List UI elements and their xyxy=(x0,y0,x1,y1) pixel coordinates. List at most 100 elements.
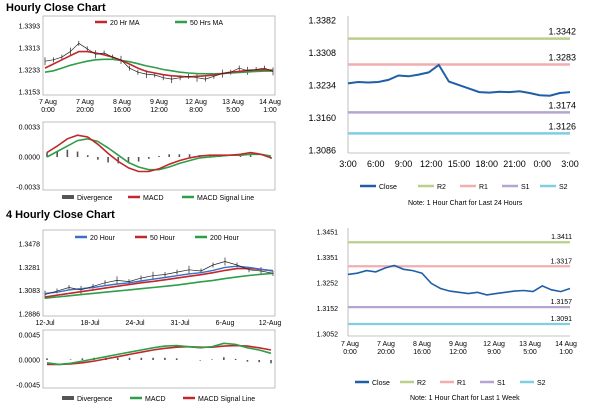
hourly-price-ytick: 1.3233 xyxy=(19,68,41,75)
hourly-legend-50ma-label: 50 Hrs MA xyxy=(190,20,223,27)
hourly-price-ytick: 1.3393 xyxy=(19,24,41,31)
hourly-legend-signal-label: MACD Signal Line xyxy=(197,195,254,202)
close1w-xtick: 7 Aug 0:00 xyxy=(341,341,359,356)
four-macd-line xyxy=(46,342,272,366)
hourly-price-xtick: 9 Aug 12:00 xyxy=(150,99,168,114)
close1w-ytick: 1.3052 xyxy=(317,332,339,339)
four-legend-50h-label: 50 Hour xyxy=(150,235,176,242)
close1w-level-label-s1: 1.3157 xyxy=(551,299,573,306)
close24-legend-close-label: Close xyxy=(379,184,397,191)
hourly-macd-ytick: 0.0000 xyxy=(19,155,41,162)
close24-xtick: 12:00 xyxy=(420,159,443,169)
hourly-chart-title: Hourly Close Chart xyxy=(6,2,106,14)
four-legend-divergence-swatch xyxy=(62,396,74,400)
four-200h-line xyxy=(44,272,274,299)
close24-level-label-s2: 1.3126 xyxy=(548,121,576,131)
hourly-macd-ytick: -0.0033 xyxy=(16,185,40,192)
hourly-price-ytick: 1.3153 xyxy=(19,90,41,97)
hourly-price-xtick: 8 Aug 16:00 xyxy=(113,99,131,114)
four-price-xtick: 31-Jul xyxy=(170,320,190,327)
close24-legend-r1-label: R1 xyxy=(479,184,488,191)
close1w-legend-r1-label: R1 xyxy=(457,380,466,387)
hourly-price-xtick: 7 Aug 20:00 xyxy=(76,99,94,114)
close24-xtick: 3:00 xyxy=(561,159,579,169)
four-signal-line xyxy=(47,344,272,366)
four-price-xtick: 24-Jul xyxy=(125,320,145,327)
close1w-legend-s2-label: S2 xyxy=(537,380,546,387)
close24-ytick: 1.3160 xyxy=(308,113,336,123)
close1w-ytick: 1.3351 xyxy=(317,255,339,262)
hourly-legend-20ma-label: 20 Hr MA xyxy=(110,20,140,27)
hourly-price-frame xyxy=(42,15,276,96)
four-price-ytick: 1.2886 xyxy=(19,312,41,319)
four-price-ytick: 1.3281 xyxy=(19,265,41,272)
four-hourly-price-frame xyxy=(42,229,276,317)
close24-xtick: 18:00 xyxy=(475,159,498,169)
close1w-level-label-r1: 1.3317 xyxy=(551,258,573,265)
close24-ytick: 1.3308 xyxy=(308,48,336,58)
four-price-line xyxy=(44,261,274,295)
close1w-ytick: 1.3451 xyxy=(317,230,339,237)
close24-ytick: 1.3382 xyxy=(308,16,336,26)
hourly-price-xtick: 7 Aug 0:00 xyxy=(39,99,57,114)
close1w-xtick: 7 Aug 20:00 xyxy=(377,341,395,356)
close24-level-label-s1: 1.3174 xyxy=(548,100,576,110)
hourly-price-xtick: 13 Aug 5:00 xyxy=(222,99,244,114)
four-20h-line xyxy=(44,265,274,295)
four-macd-ytick: 0.0000 xyxy=(19,358,41,365)
close24-close-line xyxy=(347,63,571,97)
hourly-legend-divergence-swatch xyxy=(62,195,74,199)
hourly-20ma-line xyxy=(44,50,274,78)
four-price-xtick: 18-Jul xyxy=(80,320,100,327)
four-legend-200h-label: 200 Hour xyxy=(210,235,239,242)
four-price-xtick: 6-Aug xyxy=(216,320,235,327)
close1w-xtick: 8 Aug 16:00 xyxy=(413,341,431,356)
four-macd-ytick: -0.0045 xyxy=(16,383,40,390)
hourly-price-line xyxy=(44,42,274,80)
close1w-xtick: 13 Aug 5:00 xyxy=(519,341,541,356)
close1w-legend-close-label: Close xyxy=(372,380,390,387)
close1w-xtick: 12 Aug 9:00 xyxy=(483,341,505,356)
close1w-ytick: 1.3252 xyxy=(317,280,339,287)
four-price-ytick: 1.3478 xyxy=(19,242,41,249)
hourly-50ma-line xyxy=(44,58,273,75)
hourly-legend-divergence-label: Divergence xyxy=(77,195,113,202)
hourly-price-ytick: 1.3313 xyxy=(19,46,41,53)
close24-level-label-r1: 1.3283 xyxy=(548,52,576,62)
four-legend-signal-label: MACD Signal Line xyxy=(198,396,255,403)
close24-ytick: 1.3234 xyxy=(308,81,336,91)
close1w-ytick: 1.3152 xyxy=(317,306,339,313)
hourly-macd-ytick: 0.0033 xyxy=(19,125,41,132)
four-price-ytick: 1.3083 xyxy=(19,288,41,295)
close24-level-label-r2: 1.3342 xyxy=(548,27,576,37)
close24-xtick: 6:00 xyxy=(367,159,385,169)
hourly-macd-frame xyxy=(42,121,276,191)
close24-legend-r2-label: R2 xyxy=(437,184,446,191)
hourly-price-xtick: 14 Aug 1:00 xyxy=(259,99,281,114)
close24-xtick: 0:00 xyxy=(533,159,551,169)
close1w-level-label-s2: 1.3091 xyxy=(551,316,573,323)
hourly-price-xtick: 12 Aug 8:00 xyxy=(185,99,207,114)
close1w-level-label-r2: 1.3411 xyxy=(551,234,572,241)
close24-xtick: 21:00 xyxy=(503,159,526,169)
close24-xtick: 3:00 xyxy=(339,159,357,169)
close1w-close-line xyxy=(347,264,571,296)
close1w-xtick: 14 Aug 1:00 xyxy=(555,341,577,356)
close24-xtick: 15:00 xyxy=(448,159,471,169)
close1w-note: Note: 1 Hour Chart for Last 1 Week xyxy=(410,395,520,402)
four-price-xtick: 12-Jul xyxy=(35,320,55,327)
four-50h-line xyxy=(44,267,274,298)
four-macd-frame xyxy=(42,329,276,389)
four-hourly-chart-title: 4 Hourly Close Chart xyxy=(6,209,115,221)
four-legend-divergence-label: Divergence xyxy=(77,396,113,403)
close24-xtick: 9:00 xyxy=(395,159,413,169)
close24-legend-s2-label: S2 xyxy=(559,184,568,191)
four-price-xtick: 12-Aug xyxy=(259,320,282,327)
close24-ytick: 1.3086 xyxy=(308,146,336,156)
hourly-legend-macd-label: MACD xyxy=(143,195,164,202)
close1w-legend-s1-label: S1 xyxy=(497,380,506,387)
four-legend-macd-label: MACD xyxy=(145,396,166,403)
hourly-macd-line xyxy=(46,134,272,173)
close24-legend-s1-label: S1 xyxy=(521,184,530,191)
